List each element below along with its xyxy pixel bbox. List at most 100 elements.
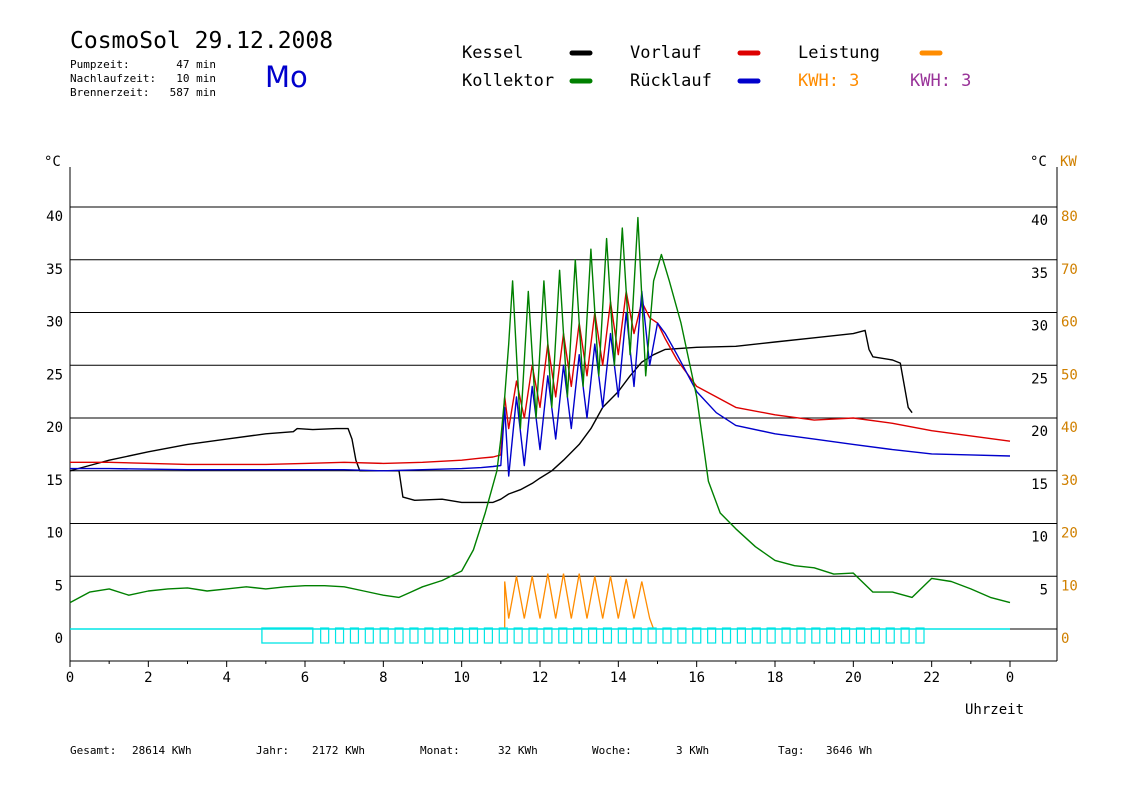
x-tick-label: 4 (222, 670, 230, 686)
x-tick-label: 16 (688, 670, 705, 686)
pump-indicator (70, 627, 1010, 644)
x-tick-label: 10 (453, 670, 470, 686)
pump-block (766, 627, 776, 644)
y-tick-label-right: 15 (1031, 477, 1048, 493)
y-axis-right-unit: °C (1030, 154, 1047, 170)
footer-gesamt-label: Gesamt: (70, 744, 117, 757)
pump-block (261, 627, 314, 644)
pump-block (424, 627, 434, 644)
y-tick-label-right: 30 (1031, 319, 1048, 335)
pump-block (573, 627, 583, 644)
legend-ruecklauf-label: Rücklauf (630, 71, 712, 91)
pump-block (662, 627, 672, 644)
footer-monat-label: Monat: (420, 744, 460, 757)
y-tick-label-left: 40 (46, 209, 63, 225)
grid-lines (70, 206, 1057, 630)
legend-kessel-label: Kessel (462, 43, 524, 63)
footer-tag-label: Tag: (778, 744, 805, 757)
legend-kollektor-label: Kollektor (462, 71, 555, 91)
legend-leistung-label: Leistung (798, 43, 880, 63)
series-ruecklauf (70, 290, 1011, 477)
stat-brennerzeit-value: 587 min (169, 86, 216, 99)
x-tick-label: 20 (845, 670, 862, 686)
x-tick-label: 6 (301, 670, 309, 686)
axes (69, 167, 1058, 667)
stat-pumpzeit-label: Pumpzeit: (70, 58, 130, 71)
pump-block (394, 627, 404, 644)
pump-block (751, 627, 761, 644)
x-tick-label: 12 (532, 670, 549, 686)
y-axis-power-unit: KW (1060, 154, 1077, 170)
pump-block (498, 627, 508, 644)
pump-block (796, 627, 806, 644)
x-tick-label: 2 (144, 670, 152, 686)
power-tick-label: 0 (1061, 631, 1069, 647)
footer-jahr-value: 2172 KWh (312, 744, 365, 757)
pump-block (587, 627, 598, 644)
footer-tag-value: 3646 Wh (826, 744, 873, 757)
y-tick-label-right: 25 (1031, 371, 1048, 387)
y-tick-label-right: 10 (1031, 530, 1048, 546)
y-tick-label-left: 15 (46, 473, 63, 489)
y-tick-label-left: 0 (55, 631, 63, 647)
pump-block (483, 627, 493, 644)
y-axis-left-unit: °C (44, 154, 61, 170)
pump-block (781, 627, 791, 644)
legend-swatches (569, 50, 943, 84)
stat-brennerzeit-label: Brennerzeit: (70, 86, 150, 99)
legend-kwh2-label: KWH: 3 (910, 71, 972, 91)
power-tick-label: 40 (1061, 420, 1078, 436)
pump-block (379, 627, 389, 644)
pump-block (364, 627, 374, 644)
pump-block (885, 627, 895, 644)
pump-block (602, 627, 613, 644)
y-tick-label-right: 40 (1031, 213, 1048, 229)
pump-block (692, 627, 702, 644)
pump-block (513, 627, 523, 644)
legend-kwh1-label: KWH: 3 (798, 71, 860, 91)
footer-gesamt-value: 28614 KWh (132, 744, 192, 757)
pump-block (528, 627, 538, 644)
pump-block (647, 627, 657, 644)
y-tick-label-left: 5 (55, 578, 63, 594)
pump-block (617, 627, 627, 644)
footer-jahr-label: Jahr: (256, 744, 290, 757)
pump-block (558, 627, 568, 644)
footer-woche-label: Woche: (592, 744, 632, 757)
pump-block (870, 627, 880, 644)
footer-woche-value: 3 KWh (676, 744, 710, 757)
y-tick-label-left: 10 (46, 526, 63, 542)
pump-block (736, 627, 747, 644)
x-axis-label: Uhrzeit (965, 702, 1024, 718)
pump-block (543, 627, 553, 644)
series-kessel (69, 329, 913, 504)
stat-nachlaufzeit-value: 10 min (176, 72, 216, 85)
pump-block (632, 627, 642, 644)
power-tick-label: 50 (1061, 367, 1078, 383)
pump-block (900, 627, 910, 644)
stat-nachlaufzeit-label: Nachlaufzeit: (70, 72, 157, 85)
x-tick-label: 0 (66, 670, 74, 686)
y-tick-label-right: 35 (1031, 266, 1048, 282)
y-tick-label-right: 5 (1040, 582, 1048, 598)
pump-block (334, 627, 345, 644)
y-tick-label-right: 20 (1031, 424, 1048, 440)
power-tick-label: 80 (1061, 209, 1078, 225)
y-tick-label-left: 30 (46, 315, 63, 331)
pump-block (915, 627, 925, 644)
pump-block (721, 627, 732, 644)
power-tick-label: 20 (1061, 526, 1078, 542)
series-lines (69, 216, 1011, 630)
series-kollektor (69, 216, 1011, 604)
footer-monat-value: 32 KWh (498, 744, 538, 757)
pump-block (811, 627, 821, 644)
power-tick-label: 70 (1061, 262, 1078, 278)
pump-block (855, 627, 866, 644)
pump-block (840, 627, 851, 644)
pump-block (454, 627, 464, 644)
x-tick-label: 14 (610, 670, 627, 686)
power-tick-label: 10 (1061, 578, 1078, 594)
power-tick-label: 60 (1061, 315, 1078, 331)
series-leistung (504, 573, 655, 630)
